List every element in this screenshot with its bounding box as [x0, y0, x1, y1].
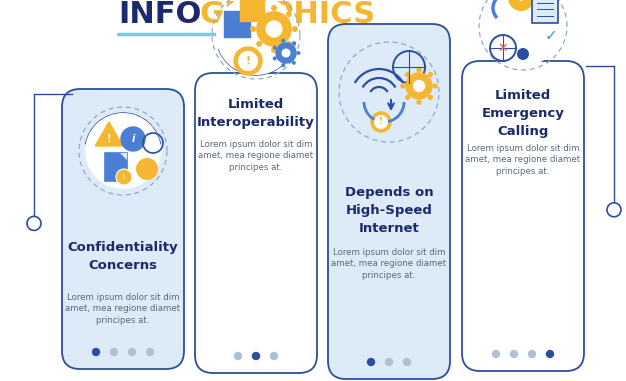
Circle shape: [128, 348, 136, 356]
Circle shape: [607, 203, 621, 217]
Text: Depends on
High-Speed
Internet: Depends on High-Speed Internet: [345, 186, 433, 235]
Circle shape: [146, 348, 154, 356]
Text: Lorem ipsum dolor sit dim
amet, mea regione diamet
principes at.: Lorem ipsum dolor sit dim amet, mea regi…: [66, 293, 180, 325]
Text: Lorem ipsum dolor sit dim
amet, mea regione diamet
principes at.: Lorem ipsum dolor sit dim amet, mea regi…: [331, 248, 446, 280]
Circle shape: [371, 112, 391, 132]
Circle shape: [286, 41, 292, 47]
Circle shape: [292, 41, 296, 45]
Circle shape: [403, 358, 411, 366]
Circle shape: [121, 127, 145, 151]
Circle shape: [292, 26, 298, 32]
Circle shape: [116, 169, 132, 185]
Circle shape: [517, 48, 529, 60]
Circle shape: [281, 63, 285, 67]
Circle shape: [416, 99, 421, 105]
Polygon shape: [95, 122, 123, 146]
Circle shape: [238, 51, 258, 71]
FancyBboxPatch shape: [328, 24, 450, 379]
Circle shape: [256, 41, 262, 47]
FancyBboxPatch shape: [68, 96, 178, 224]
Circle shape: [257, 12, 291, 46]
Circle shape: [233, 352, 242, 360]
Circle shape: [282, 48, 290, 58]
FancyBboxPatch shape: [462, 61, 584, 371]
Circle shape: [374, 115, 388, 129]
Circle shape: [216, 0, 296, 75]
Circle shape: [428, 95, 433, 100]
Text: ✓: ✓: [545, 29, 557, 43]
FancyBboxPatch shape: [240, 0, 264, 21]
FancyBboxPatch shape: [224, 11, 250, 37]
Text: i: i: [131, 134, 135, 144]
Text: !: !: [519, 0, 523, 3]
Circle shape: [110, 348, 118, 356]
Circle shape: [297, 51, 300, 55]
Circle shape: [416, 67, 421, 72]
Circle shape: [546, 350, 554, 358]
Text: Limited
Emergency
Calling: Limited Emergency Calling: [481, 89, 565, 138]
Circle shape: [528, 350, 536, 358]
Text: !: !: [107, 134, 111, 144]
Circle shape: [27, 216, 41, 231]
Text: Confidentiality
Concerns: Confidentiality Concerns: [68, 241, 178, 272]
Circle shape: [385, 358, 393, 366]
Circle shape: [276, 43, 296, 63]
Circle shape: [271, 5, 277, 11]
Circle shape: [273, 46, 277, 50]
Circle shape: [234, 47, 262, 75]
Text: Lorem ipsum dolor sit dim
amet, mea regione diamet
principes at.: Lorem ipsum dolor sit dim amet, mea regi…: [466, 144, 580, 176]
Circle shape: [256, 11, 262, 17]
Circle shape: [400, 83, 406, 89]
Text: !: !: [122, 174, 126, 180]
FancyBboxPatch shape: [334, 31, 444, 169]
Circle shape: [286, 11, 292, 17]
Text: INFO: INFO: [118, 0, 202, 29]
Circle shape: [92, 348, 100, 356]
Circle shape: [428, 72, 433, 77]
Circle shape: [413, 80, 425, 92]
Text: !: !: [379, 117, 383, 126]
Text: GRAPHICS: GRAPHICS: [200, 0, 376, 29]
Circle shape: [265, 21, 282, 37]
Circle shape: [492, 350, 500, 358]
Circle shape: [433, 83, 438, 89]
Circle shape: [252, 352, 260, 360]
Circle shape: [367, 358, 375, 366]
Circle shape: [271, 47, 277, 53]
FancyBboxPatch shape: [195, 73, 317, 373]
Circle shape: [136, 158, 158, 180]
Circle shape: [405, 72, 410, 77]
Circle shape: [405, 95, 410, 100]
Circle shape: [281, 39, 285, 43]
Circle shape: [273, 56, 277, 61]
Circle shape: [508, 0, 534, 11]
Circle shape: [292, 61, 296, 65]
Circle shape: [510, 350, 518, 358]
Polygon shape: [120, 153, 127, 160]
Text: !: !: [245, 56, 250, 66]
Text: ✕: ✕: [498, 42, 508, 54]
FancyBboxPatch shape: [62, 89, 184, 369]
Circle shape: [406, 73, 432, 99]
FancyBboxPatch shape: [532, 0, 558, 23]
Text: Limited
Interoperability: Limited Interoperability: [197, 98, 315, 129]
Text: Lorem ipsum dolor sit dim
amet, mea regione diamet
principes at.: Lorem ipsum dolor sit dim amet, mea regi…: [198, 140, 314, 172]
Circle shape: [250, 26, 256, 32]
Circle shape: [85, 113, 161, 189]
Circle shape: [270, 352, 278, 360]
Circle shape: [483, 0, 563, 66]
FancyBboxPatch shape: [105, 153, 127, 181]
